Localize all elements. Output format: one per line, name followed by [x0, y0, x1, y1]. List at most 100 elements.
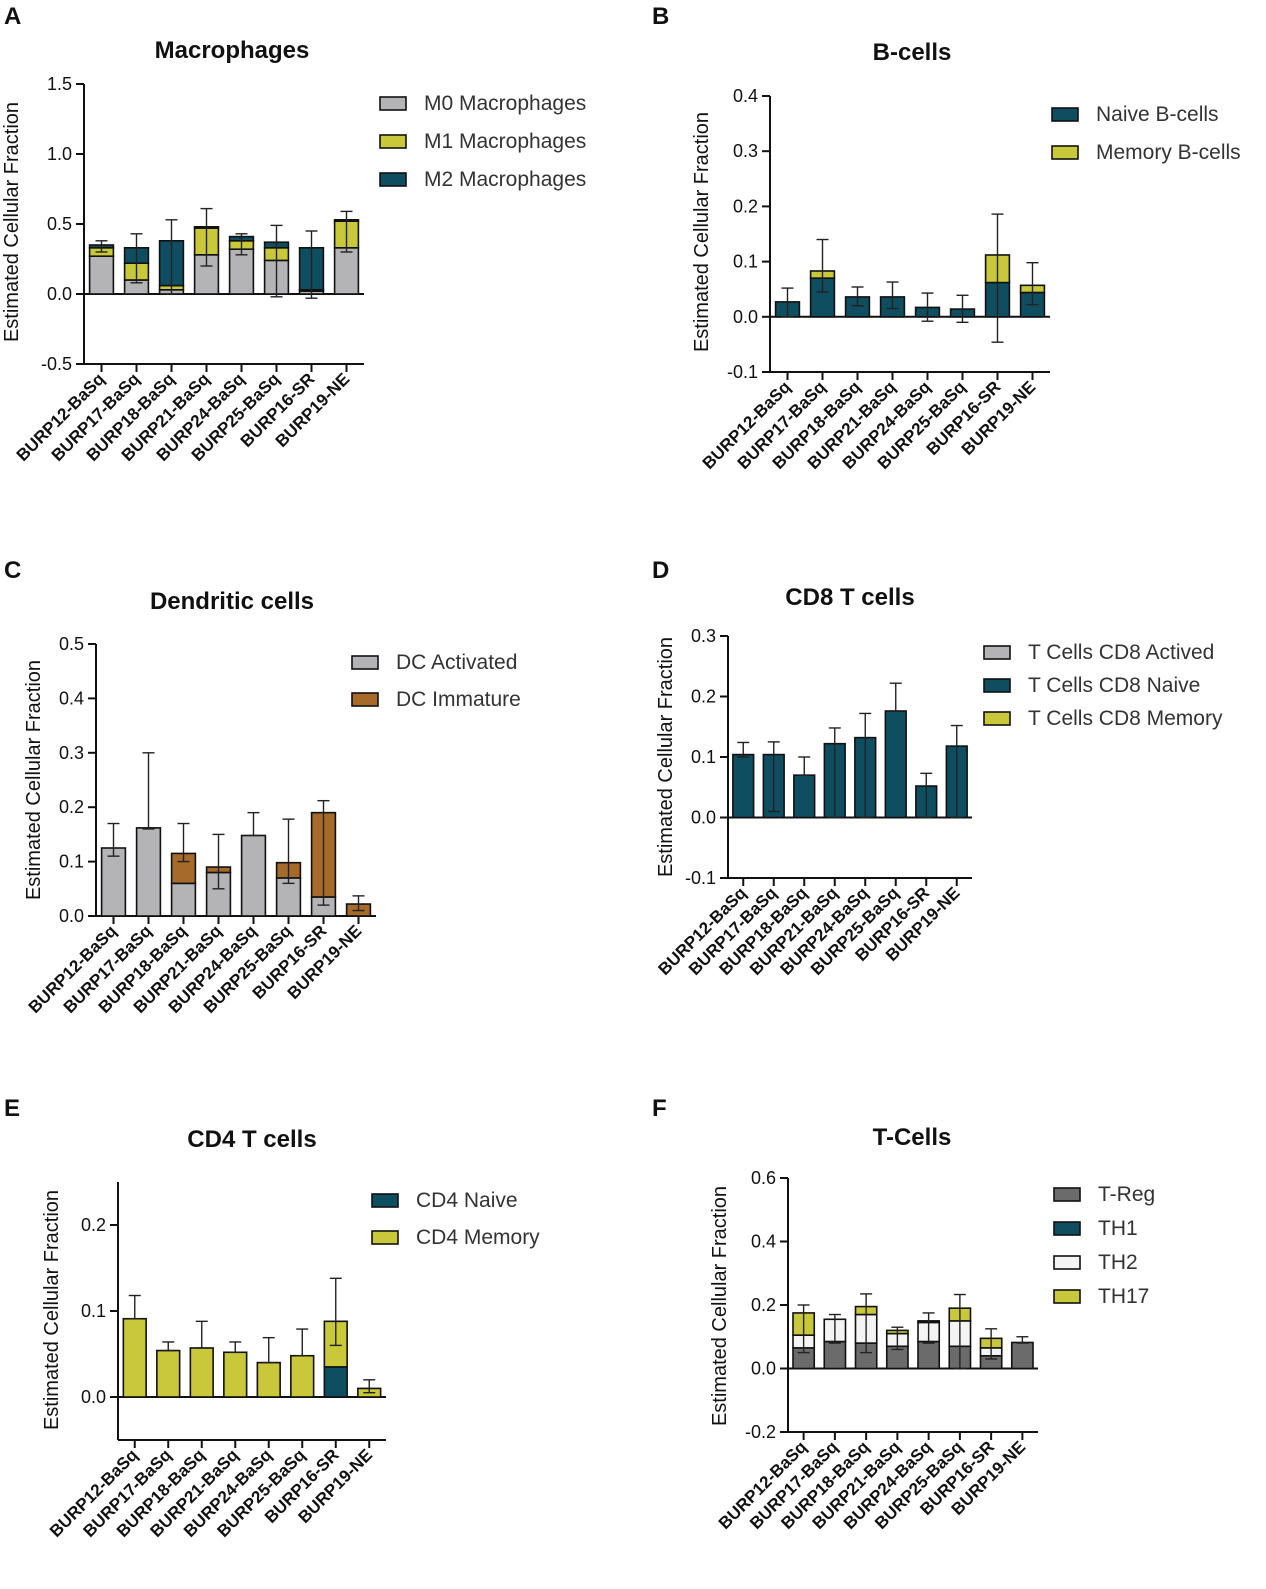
panel-f-legend-label: TH17	[1098, 1285, 1149, 1308]
panel-d-ytick-label: -0.1	[685, 868, 716, 888]
panel-c-bar-dc-activated-3	[170, 882, 197, 917]
panel-f-title: T-Cells	[873, 1124, 952, 1151]
panel-d-bar-t-cells-cd8-naive-1	[732, 753, 755, 819]
panel-e-bar-cd4-memory-4	[223, 1351, 248, 1398]
panel-c-letter: C	[4, 557, 21, 584]
panel-b-ytick-label: 0.0	[733, 307, 758, 327]
panel-e-bar-cd4-naive-7	[323, 1366, 348, 1398]
panel-e-ytick-label: 0.2	[81, 1215, 106, 1235]
panel-b-ytick-label: 0.2	[733, 196, 758, 216]
panel-f-legend-label: T-Reg	[1098, 1183, 1155, 1206]
panel-f-ytick-label: 0.6	[751, 1168, 776, 1188]
panel-b-legend-label: Memory B-cells	[1096, 141, 1241, 164]
panel-c-ylabel: Estimated Cellular Fraction	[23, 660, 45, 900]
panel-a-legend-swatch	[379, 172, 407, 187]
panel-c-bar-dc-activated-5	[240, 834, 267, 917]
panel-e-bar-cd4-memory-2	[156, 1349, 181, 1398]
panel-f-letter: F	[652, 1095, 667, 1122]
panel-b-ytick-label: 0.3	[733, 141, 758, 161]
panel-f-ytick-label: 0.2	[751, 1295, 776, 1315]
panel-f-legend-label: TH2	[1098, 1251, 1138, 1274]
panel-e-ytick-label: 0.0	[81, 1387, 106, 1407]
panel-a-bar-m0-macrophages-1	[88, 255, 115, 295]
panel-c-bar-dc-activated-2	[135, 827, 162, 917]
panel-b-legend-swatch	[1051, 107, 1079, 122]
panel-a-legend-label: M0 Macrophages	[424, 92, 586, 115]
panel-d-ytick-label: 0.2	[691, 687, 716, 707]
panel-b-ytick-label: 0.4	[733, 86, 758, 106]
panel-f-legend-swatch	[1053, 1289, 1081, 1304]
panel-c-legend-swatch	[351, 692, 379, 707]
panel-d-ytick-label: 0.3	[691, 626, 716, 646]
panel-a-ytick-label: 0.5	[47, 214, 72, 234]
panel-e-legend-swatch	[371, 1230, 399, 1245]
panel-e-ylabel: Estimated Cellular Fraction	[41, 1190, 63, 1430]
panel-d-ytick-label: 0.1	[691, 747, 716, 767]
panel-a-bar-m0-macrophages-8	[333, 247, 360, 295]
panel-a-legend-swatch	[379, 96, 407, 111]
panel-e-ytick-label: 0.1	[81, 1301, 106, 1321]
panel-e-legend-swatch	[371, 1193, 399, 1208]
panel-d-bar-t-cells-cd8-naive-3	[793, 774, 816, 819]
panel-f-legend-label: TH1	[1098, 1217, 1138, 1240]
panel-c-bar-dc-activated-1	[100, 847, 127, 917]
panel-f-bar-t-reg-2	[823, 1340, 847, 1370]
panel-f-ytick-label: 0.4	[751, 1232, 776, 1252]
panel-a-ytick-label: 0.0	[47, 284, 72, 304]
panel-a-title: Macrophages	[155, 37, 310, 64]
panel-b-ytick-label: -0.1	[727, 362, 758, 382]
panel-d-ylabel: Estimated Cellular Fraction	[655, 637, 677, 877]
panel-c-ytick-label: 0.1	[59, 852, 84, 872]
panel-a-legend-label: M1 Macrophages	[424, 130, 586, 153]
panel-a-legend-swatch	[379, 134, 407, 149]
panel-a-ylabel: Estimated Cellular Fraction	[1, 102, 23, 342]
panel-d-legend-label: T Cells CD8 Naive	[1028, 674, 1200, 697]
panel-f-ylabel: Estimated Cellular Fraction	[709, 1186, 731, 1426]
panel-b-legend-swatch	[1051, 145, 1079, 160]
panel-e-bar-cd4-memory-5	[256, 1361, 281, 1398]
panel-a-ytick-label: -0.5	[41, 354, 72, 374]
panel-c-ytick-label: 0.2	[59, 797, 84, 817]
panel-c-legend-label: DC Activated	[396, 651, 517, 674]
panel-d-legend-swatch	[983, 678, 1011, 693]
panel-e-legend-label: CD4 Naive	[416, 1189, 518, 1212]
panel-a-letter: A	[4, 3, 21, 30]
panel-f-bar-t-reg-8	[1010, 1341, 1034, 1370]
panel-d-ytick-label: 0.0	[691, 808, 716, 828]
panel-b-ylabel: Estimated Cellular Fraction	[691, 112, 713, 352]
panel-c-ytick-label: 0.0	[59, 906, 84, 926]
panel-e-bar-cd4-memory-1	[122, 1317, 147, 1398]
panel-b-letter: B	[652, 3, 669, 30]
panel-f-bar-t-reg-5	[917, 1340, 941, 1370]
panel-e-legend-label: CD4 Memory	[416, 1226, 540, 1249]
panel-a-bar-m0-macrophages-5	[228, 248, 255, 295]
panel-b-legend-label: Naive B-cells	[1096, 103, 1219, 126]
panel-d-legend-label: T Cells CD8 Memory	[1028, 707, 1223, 730]
panel-f-legend-swatch	[1053, 1221, 1081, 1236]
panel-c-legend-swatch	[351, 655, 379, 670]
panel-b-ytick-label: 0.1	[733, 252, 758, 272]
panel-d-legend-label: T Cells CD8 Actived	[1028, 641, 1214, 664]
panel-e-bar-cd4-memory-6	[290, 1354, 315, 1398]
panel-c-title: Dendritic cells	[150, 588, 314, 615]
panel-a-ytick-label: 1.5	[47, 74, 72, 94]
panel-b-title: B-cells	[873, 39, 952, 66]
panel-e-title: CD4 T cells	[187, 1126, 316, 1153]
panel-f-ytick-label: -0.2	[745, 1422, 776, 1442]
panel-f-legend-swatch	[1053, 1187, 1081, 1202]
panel-a-legend-label: M2 Macrophages	[424, 168, 586, 191]
panel-f-ytick-label: 0.0	[751, 1359, 776, 1379]
panel-d-legend-swatch	[983, 645, 1011, 660]
panel-c-ytick-label: 0.4	[59, 688, 84, 708]
panel-e-bar-cd4-memory-3	[189, 1347, 214, 1398]
panel-a-ytick-label: 1.0	[47, 144, 72, 164]
panel-c-legend-label: DC Immature	[396, 688, 521, 711]
panel-c-ytick-label: 0.5	[59, 634, 84, 654]
panel-e-letter: E	[4, 1095, 20, 1122]
panel-d-bar-t-cells-cd8-naive-6	[884, 710, 907, 819]
panel-d-letter: D	[652, 557, 669, 584]
panel-d-legend-swatch	[983, 711, 1011, 726]
panel-c-ytick-label: 0.3	[59, 743, 84, 763]
